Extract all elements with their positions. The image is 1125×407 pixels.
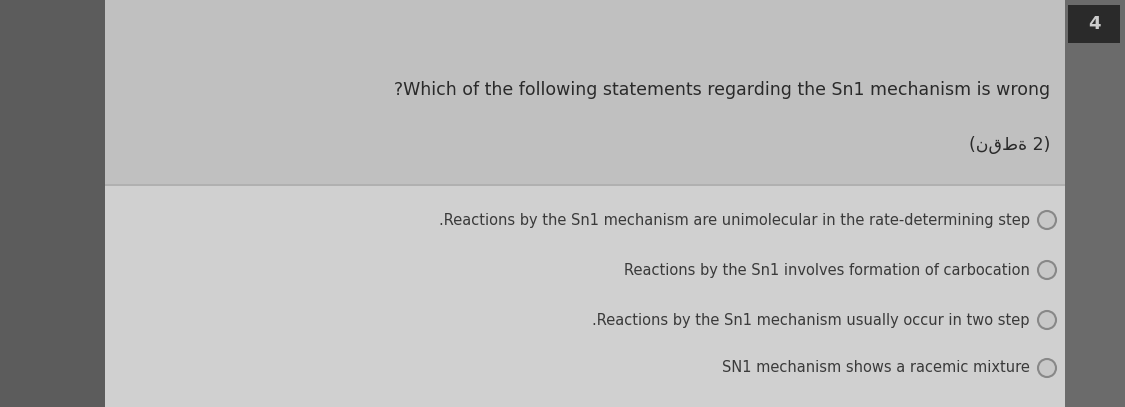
Circle shape — [1038, 261, 1056, 279]
Text: SN1 mechanism shows a racemic mixture: SN1 mechanism shows a racemic mixture — [722, 361, 1030, 376]
Bar — [105, 185, 1065, 407]
Text: Reactions by the Sn1 involves formation of carbocation: Reactions by the Sn1 involves formation … — [624, 263, 1030, 278]
Bar — [105, 0, 1065, 407]
Bar — [105, 0, 1065, 185]
Bar — [1068, 5, 1120, 43]
Text: 4: 4 — [1088, 15, 1100, 33]
Circle shape — [1038, 211, 1056, 229]
Text: .Reactions by the Sn1 mechanism usually occur in two step: .Reactions by the Sn1 mechanism usually … — [593, 313, 1030, 328]
Text: ?Which of the following statements regarding the Sn1 mechanism is wrong: ?Which of the following statements regar… — [394, 81, 1050, 99]
Text: (نقطة 2): (نقطة 2) — [969, 136, 1050, 154]
Bar — [0, 0, 105, 407]
Text: .Reactions by the Sn1 mechanism are unimolecular in the rate-determining step: .Reactions by the Sn1 mechanism are unim… — [439, 212, 1030, 228]
Circle shape — [1038, 311, 1056, 329]
Bar — [105, 184, 1065, 186]
Circle shape — [1038, 359, 1056, 377]
